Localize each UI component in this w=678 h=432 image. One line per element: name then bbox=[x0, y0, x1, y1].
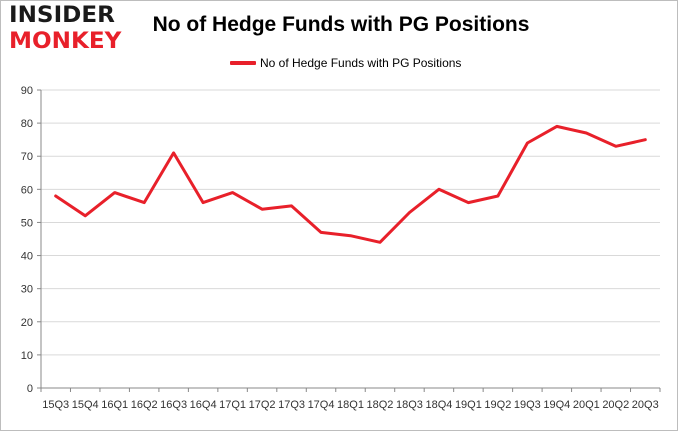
data-point bbox=[467, 201, 470, 204]
y-tick-label: 10 bbox=[21, 350, 33, 362]
x-tick-label: 16Q4 bbox=[190, 399, 217, 411]
legend: No of Hedge Funds with PG Positions bbox=[230, 54, 461, 72]
insider-monkey-logo: INSIDER MONKEY bbox=[9, 5, 127, 57]
data-point bbox=[231, 191, 234, 194]
data-point bbox=[585, 131, 588, 135]
y-tick-label: 70 bbox=[21, 151, 33, 163]
x-tick-label: 15Q4 bbox=[72, 399, 99, 411]
data-point bbox=[437, 188, 441, 191]
y-tick-label: 20 bbox=[21, 317, 33, 329]
data-point bbox=[201, 201, 205, 204]
data-point bbox=[172, 151, 175, 155]
data-point bbox=[614, 145, 617, 148]
logo-line-2: MONKEY bbox=[9, 29, 122, 54]
x-tick-label: 19Q2 bbox=[484, 399, 511, 411]
data-point bbox=[496, 194, 500, 198]
y-tick-label: 50 bbox=[21, 217, 33, 229]
y-tick-label: 90 bbox=[21, 85, 33, 97]
data-point bbox=[260, 208, 264, 211]
data-point bbox=[319, 231, 323, 234]
x-tick-label: 16Q2 bbox=[131, 399, 158, 411]
y-tick-label: 0 bbox=[27, 383, 33, 395]
data-point bbox=[555, 125, 559, 128]
chart-title: No of Hedge Funds with PG Positions bbox=[152, 13, 530, 36]
x-tick-label: 18Q2 bbox=[367, 399, 394, 411]
x-tick-label: 17Q1 bbox=[219, 399, 246, 411]
y-tick-label: 60 bbox=[21, 184, 33, 196]
data-point bbox=[54, 194, 57, 198]
legend-swatch bbox=[230, 61, 256, 65]
data-point bbox=[408, 211, 411, 214]
x-tick-label: 20Q2 bbox=[602, 399, 629, 411]
x-tick-label: 19Q4 bbox=[543, 399, 570, 411]
x-tick-label: 20Q3 bbox=[632, 399, 659, 411]
data-point bbox=[378, 241, 382, 244]
x-tick-label: 18Q4 bbox=[425, 399, 452, 411]
data-point bbox=[84, 214, 87, 218]
x-tick-label: 17Q2 bbox=[249, 399, 276, 411]
x-tick-label: 18Q1 bbox=[337, 399, 364, 411]
data-point bbox=[644, 138, 647, 141]
legend-label: No of Hedge Funds with PG Positions bbox=[260, 56, 462, 70]
y-tick-label: 40 bbox=[21, 251, 33, 263]
y-tick-label: 30 bbox=[21, 284, 33, 296]
logo-line-1: INSIDER bbox=[9, 3, 115, 28]
data-point bbox=[526, 141, 529, 145]
data-point bbox=[290, 204, 293, 208]
data-point bbox=[349, 234, 352, 237]
x-tick-label: 20Q1 bbox=[573, 399, 600, 411]
x-tick-label: 17Q4 bbox=[308, 399, 335, 411]
series-line bbox=[54, 124, 647, 244]
x-tick-label: 15Q3 bbox=[42, 399, 69, 411]
x-tick-label: 19Q3 bbox=[514, 399, 541, 411]
data-point bbox=[142, 201, 146, 204]
y-tick-label: 80 bbox=[21, 118, 33, 130]
x-tick-label: 16Q3 bbox=[160, 399, 187, 411]
x-tick-label: 16Q1 bbox=[101, 399, 128, 411]
x-tick-label: 17Q3 bbox=[278, 399, 305, 411]
x-tick-label: 19Q1 bbox=[455, 399, 482, 411]
data-point bbox=[113, 191, 116, 194]
x-tick-label: 18Q3 bbox=[396, 399, 423, 411]
